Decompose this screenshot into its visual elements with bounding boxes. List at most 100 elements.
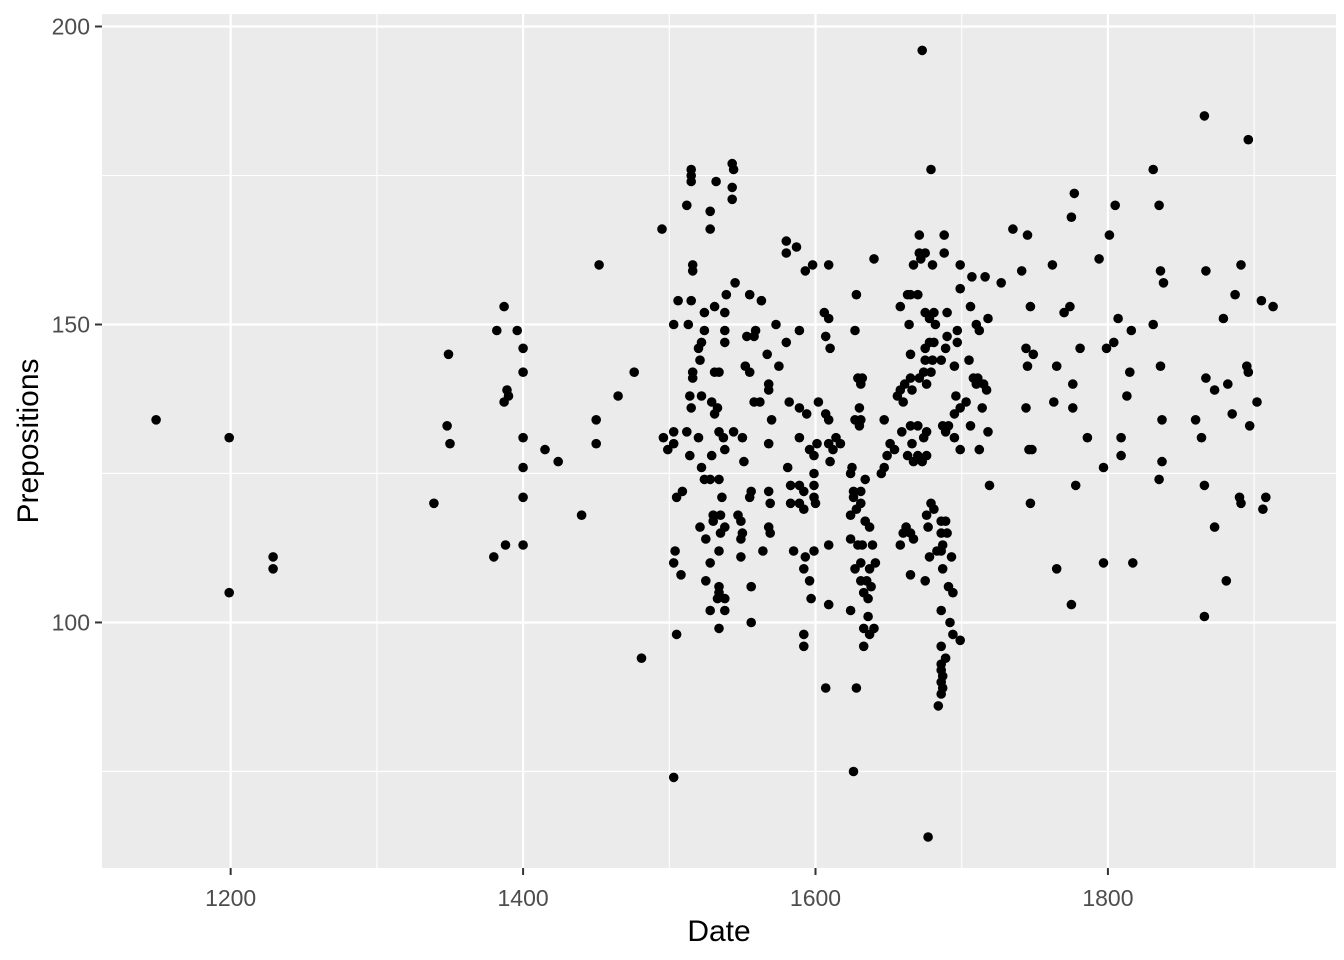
data-point <box>916 254 926 264</box>
y-axis-ticks <box>95 25 102 624</box>
data-point <box>1122 391 1132 401</box>
data-point <box>785 480 796 491</box>
data-point <box>850 564 860 574</box>
data-point <box>1016 266 1027 276</box>
y-tick-label: 200 <box>52 14 90 40</box>
data-point <box>1066 599 1077 610</box>
plot-panel <box>102 14 1336 868</box>
data-point <box>791 242 802 252</box>
data-point <box>907 385 917 395</box>
data-point <box>1218 313 1229 324</box>
data-point <box>914 373 925 383</box>
data-point <box>823 260 834 270</box>
data-point <box>946 552 957 562</box>
data-point <box>828 444 838 455</box>
data-point <box>905 349 916 360</box>
data-point <box>636 653 647 663</box>
data-point <box>720 325 730 336</box>
data-point <box>800 552 811 562</box>
data-point <box>895 540 906 550</box>
data-point <box>851 504 862 514</box>
data-point <box>224 432 234 443</box>
data-point <box>810 498 821 509</box>
data-point <box>949 432 960 443</box>
data-point <box>727 194 737 205</box>
data-point <box>714 367 724 378</box>
data-point <box>499 301 509 312</box>
data-point <box>512 325 522 336</box>
data-point <box>736 534 746 544</box>
data-point <box>489 552 499 562</box>
data-point <box>936 689 946 699</box>
data-point <box>715 510 726 520</box>
data-point <box>799 629 809 640</box>
y-tick-label: 150 <box>52 311 90 337</box>
data-point <box>924 552 935 562</box>
data-point <box>820 331 831 342</box>
data-point <box>657 224 667 234</box>
data-point <box>782 462 793 473</box>
data-point <box>949 409 960 419</box>
data-point <box>823 313 834 324</box>
data-point <box>895 301 906 312</box>
data-point <box>1199 611 1210 622</box>
data-point <box>701 576 711 586</box>
data-point <box>1199 480 1210 491</box>
data-point <box>1201 373 1211 383</box>
data-point <box>1223 379 1233 389</box>
data-point <box>1243 367 1254 378</box>
data-point <box>268 552 278 562</box>
data-point <box>673 295 683 306</box>
data-point <box>553 456 563 467</box>
data-point <box>948 629 958 640</box>
data-point <box>1021 343 1031 354</box>
data-point <box>629 367 639 378</box>
data-point <box>942 528 952 538</box>
data-point <box>927 260 938 270</box>
data-point <box>920 576 930 586</box>
data-point <box>1128 558 1138 568</box>
data-point <box>668 427 679 437</box>
data-point <box>730 278 740 288</box>
x-tick-label: 1600 <box>790 885 841 911</box>
data-point <box>933 701 944 711</box>
data-point <box>1027 444 1037 455</box>
data-point <box>755 397 765 407</box>
data-point <box>762 349 772 360</box>
data-point <box>854 421 865 431</box>
data-point <box>965 301 976 312</box>
data-point <box>714 587 724 598</box>
data-point <box>848 766 859 777</box>
data-point <box>744 367 755 378</box>
x-tick-label: 1200 <box>205 885 256 911</box>
data-point <box>860 474 870 485</box>
data-point <box>809 480 819 491</box>
data-point <box>705 474 715 485</box>
data-point <box>907 438 917 449</box>
data-point <box>905 289 916 300</box>
minor-gridlines <box>102 14 1336 868</box>
data-point <box>851 683 862 693</box>
data-point <box>518 492 528 503</box>
data-point <box>898 397 908 407</box>
data-point <box>671 629 682 640</box>
data-point <box>1109 337 1119 348</box>
data-point <box>1066 212 1077 222</box>
data-point <box>952 337 963 348</box>
data-point <box>863 611 873 622</box>
data-point <box>1256 295 1267 306</box>
data-point <box>823 540 834 550</box>
data-point <box>812 438 822 449</box>
data-point <box>825 343 835 354</box>
data-point <box>682 200 692 211</box>
data-point <box>613 391 623 401</box>
data-point <box>708 516 718 526</box>
data-point <box>1148 319 1158 330</box>
data-point <box>594 260 604 270</box>
data-point <box>705 558 715 568</box>
data-point <box>658 432 669 443</box>
data-point <box>687 266 698 276</box>
data-point <box>1025 301 1036 312</box>
data-point <box>715 528 726 538</box>
